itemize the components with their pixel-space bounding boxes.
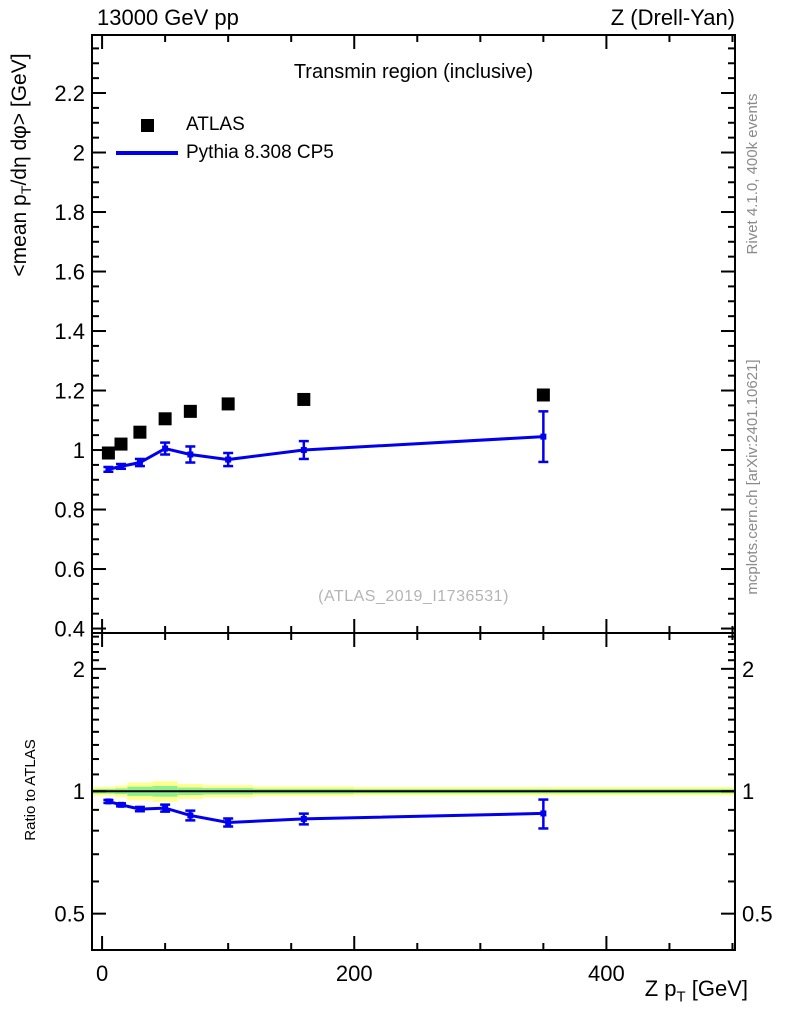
atlas-square-marker-icon xyxy=(140,118,154,132)
plot-title: Transmin region (inclusive) xyxy=(293,61,534,83)
rivet-version-note: Rivet 4.1.0, 400k events xyxy=(744,93,761,255)
ratio-marker xyxy=(187,812,194,819)
pythia-marker xyxy=(162,445,169,452)
pythia-line-marker-icon xyxy=(116,151,178,155)
atlas-marker xyxy=(114,437,128,451)
y-tick-label: 2 xyxy=(73,141,85,166)
ratio-marker xyxy=(136,806,143,813)
ratio-marker xyxy=(105,798,112,805)
y-tick-label: 1.4 xyxy=(54,319,85,344)
atlas-marker xyxy=(536,388,550,402)
y-tick-label: 2.2 xyxy=(54,81,85,106)
legend-row-pythia: Pythia 8.308 CP5 xyxy=(112,139,334,167)
atlas-marker xyxy=(133,425,147,439)
pythia-marker xyxy=(540,433,547,440)
x-axis-label-sub: T xyxy=(676,988,686,1006)
legend-label-atlas: ATLAS xyxy=(186,114,245,135)
beam-energy-label: 13000 GeV pp xyxy=(97,5,239,30)
ratio-y-tick-label: 1 xyxy=(742,779,754,804)
y-tick-label: 1.6 xyxy=(54,260,85,285)
ratio-marker xyxy=(300,815,307,822)
ratio-y-tick-label: 2 xyxy=(73,657,85,682)
pythia-marker xyxy=(117,463,124,470)
x-tick-label: 0 xyxy=(96,961,108,986)
atlas-marker xyxy=(297,392,311,406)
ratio-marker xyxy=(540,810,547,817)
y-tick-label: 1.8 xyxy=(54,200,85,225)
analysis-id-watermark: (ATLAS_2019_I1736531) xyxy=(318,588,509,605)
x-axis-label-post: [GeV] xyxy=(685,976,748,1001)
y-axis-label-pre: <mean p xyxy=(8,194,31,277)
y-tick-label: 0.6 xyxy=(54,557,85,582)
pythia-marker xyxy=(187,451,194,458)
pythia-marker xyxy=(225,456,232,463)
ratio-curve xyxy=(107,799,544,824)
process-label: Z (Drell-Yan) xyxy=(610,5,735,30)
y-axis-label-sub: T xyxy=(19,185,36,195)
ratio-axis-label: Ratio to ATLAS xyxy=(22,739,39,841)
ratio-y-tick-label: 0.5 xyxy=(54,902,85,927)
x-axis-label: Z pT [GeV] xyxy=(645,976,748,1005)
ratio-y-tick-label: 0.5 xyxy=(742,902,773,927)
ratio-y-tick-label: 1 xyxy=(73,779,85,804)
atlas-marker xyxy=(101,446,115,460)
y-tick-label: 0.4 xyxy=(54,617,85,642)
legend-row-atlas: ATLAS xyxy=(112,111,334,139)
legend: ATLAS Pythia 8.308 CP5 xyxy=(112,111,334,167)
atlas-marker xyxy=(221,397,235,411)
ratio-marker xyxy=(225,819,232,826)
x-tick-label: 200 xyxy=(336,961,373,986)
ratio-y-tick-label: 2 xyxy=(742,657,754,682)
y-axis-label: <mean pT/dη dφ> [GeV] xyxy=(8,34,35,296)
y-tick-label: 0.8 xyxy=(54,498,85,523)
y-tick-label: 1 xyxy=(73,438,85,463)
x-tick-label: 400 xyxy=(588,961,625,986)
legend-label-pythia: Pythia 8.308 CP5 xyxy=(186,142,334,163)
atlas-marker xyxy=(183,404,197,418)
y-tick-label: 1.2 xyxy=(54,379,85,404)
ratio-marker xyxy=(162,805,169,812)
mcplots-arxiv-note: mcplots.cern.ch [arXiv:2401.10621] xyxy=(744,359,761,595)
atlas-marker xyxy=(158,412,172,426)
pythia-marker xyxy=(300,447,307,454)
pythia-marker xyxy=(136,459,143,466)
ratio-marker xyxy=(117,801,124,808)
y-axis-label-post: /dη dφ> [GeV] xyxy=(8,53,31,186)
x-axis-label-pre: Z p xyxy=(644,976,677,1001)
pythia-curve xyxy=(108,435,544,471)
pythia-marker xyxy=(105,466,112,473)
